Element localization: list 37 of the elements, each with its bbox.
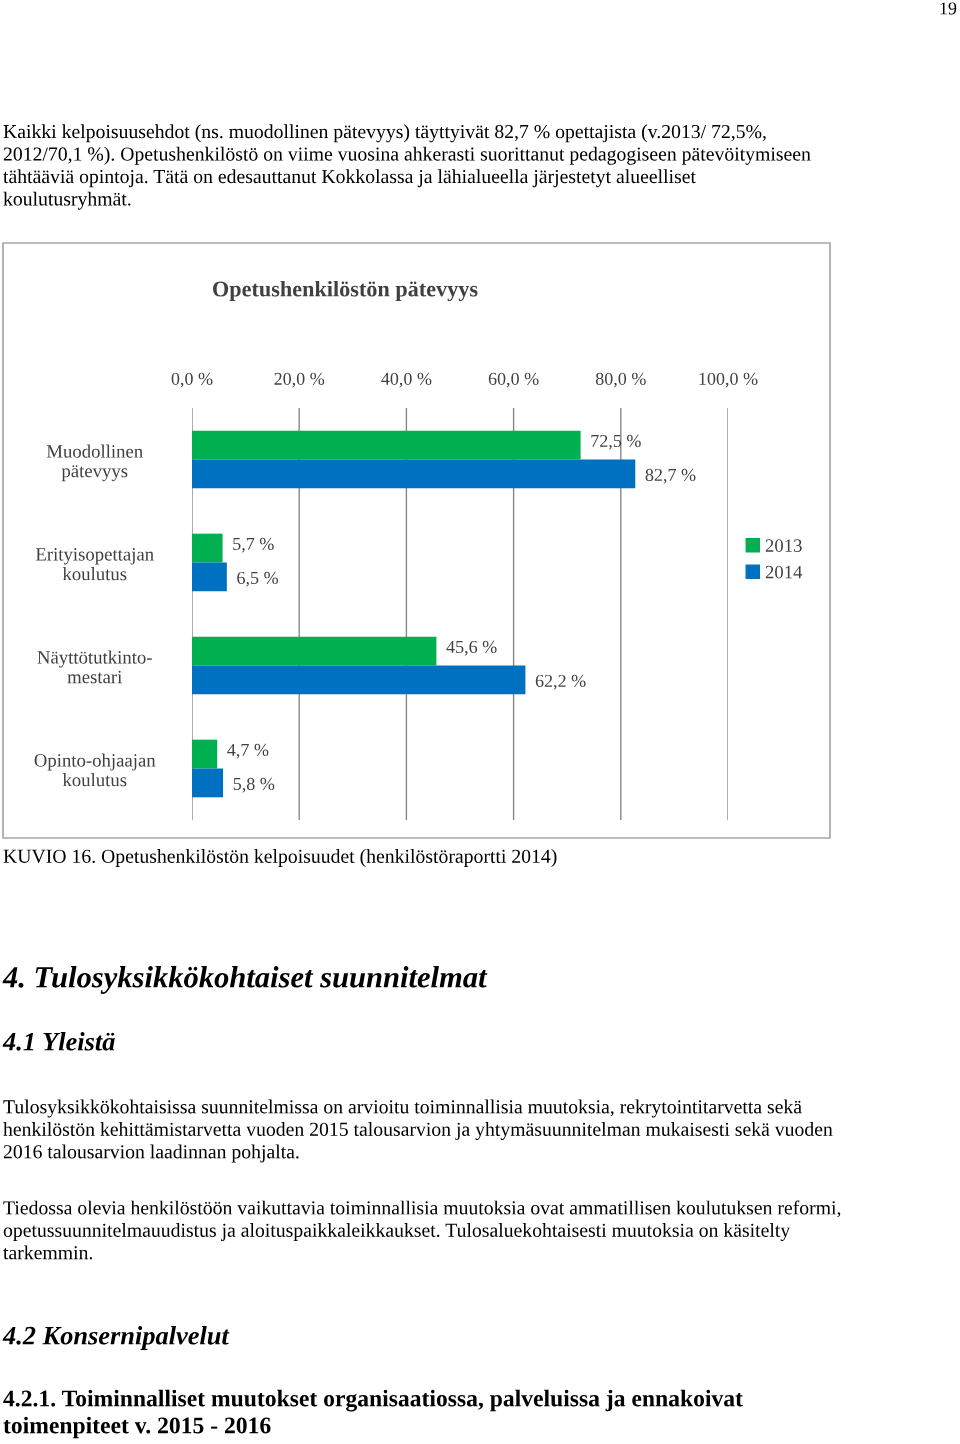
text: 4.2.1. Toiminnalliset muutokset organisaatiossa, palveluissa ja ennakoivat toimenpiteet v. 2015 - 2016 bbox=[3, 1389, 743, 1439]
x-tick-label: 80,0 % bbox=[595, 372, 646, 388]
data-label: 5,7 % bbox=[233, 537, 274, 553]
bar bbox=[192, 533, 223, 563]
y-tick-label: Muodollinen pätevyys bbox=[46, 444, 143, 482]
text: Tiedossa olevia henkilöstöön vaikuttavia toiminnallisia muutoksia ovat ammatillisen koulutuksen reformi, opetussuunnitelmauudistus ja aloituspaikkaleikkaukset. Tulosaluekohtaisesti muutoksia on käsitelty tarkemmin. bbox=[3, 1200, 841, 1260]
chart-title: Opetushenkilöstön pätevyys bbox=[213, 280, 478, 302]
x-tick-label: 100,0 % bbox=[699, 372, 758, 388]
bar bbox=[192, 430, 581, 460]
text: 4. Tulosyksikkökohtaiset suunnitelmat bbox=[2, 966, 488, 994]
bar bbox=[192, 459, 636, 489]
legend-label: 2014 bbox=[765, 565, 803, 579]
x-tick-label: 40,0 % bbox=[381, 372, 432, 388]
x-tick-label: 20,0 % bbox=[274, 372, 325, 388]
bar bbox=[192, 665, 526, 695]
y-tick-label: Erityisopettajan koulutus bbox=[35, 548, 154, 581]
bar bbox=[192, 768, 224, 798]
data-label: 5,8 % bbox=[233, 777, 275, 793]
text: Tulosyksikkökohtaisissa suunnitelmissa on arvioitu toiminnallisia muutoksia, rekrytointitarvetta sekä henkilöstön kehittämistarvetta vuoden 2015 talousarvion ja yhtymäsuunnitelman mukaisesti sekä vuoden 2016 talousarvion laadinnan pohjalta. bbox=[3, 1099, 833, 1163]
text: Kaikki kelpoisuusehdot (ns. muodollinen pätevyys) täyttyivät 82,7 % opettajista (v.2013/ 72,5%, 2012/70,1 %). Opetushenkilöstö on viime vuosina ahkerasti suorittanut pedagogiseen pätevöitymiseen tähtääviä opintoja. Tätä on edesauttanut Kokkolassa ja lähialueella järjestetyt alueelliset koulutusryhmät. bbox=[3, 124, 811, 210]
data-label: 62,2 % bbox=[535, 674, 586, 690]
text: 4.2 Konsernipalvelut bbox=[2, 1326, 230, 1350]
legend-label: 2013 bbox=[765, 539, 802, 552]
data-label: 4,7 % bbox=[227, 743, 269, 759]
bar bbox=[192, 562, 227, 592]
x-tick-label: 0,0 % bbox=[171, 372, 213, 388]
data-label: 82,7 % bbox=[645, 468, 696, 484]
text: KUVIO 16. Opetushenkilöstön kelpoisuudet (henkilöstöraportti 2014) bbox=[3, 849, 557, 867]
data-label: 45,6 % bbox=[446, 640, 497, 656]
data-label: 6,5 % bbox=[237, 571, 278, 587]
text: 19 bbox=[940, 2, 957, 15]
y-tick-label: Näyttötutkinto- mestari bbox=[37, 650, 152, 684]
text: 4.1 Yleistä bbox=[2, 1032, 115, 1051]
bar bbox=[192, 739, 218, 769]
bar bbox=[192, 636, 437, 666]
y-tick-label: Opinto-ohjaajan koulutus bbox=[34, 753, 156, 787]
x-tick-label: 60,0 % bbox=[488, 372, 539, 388]
